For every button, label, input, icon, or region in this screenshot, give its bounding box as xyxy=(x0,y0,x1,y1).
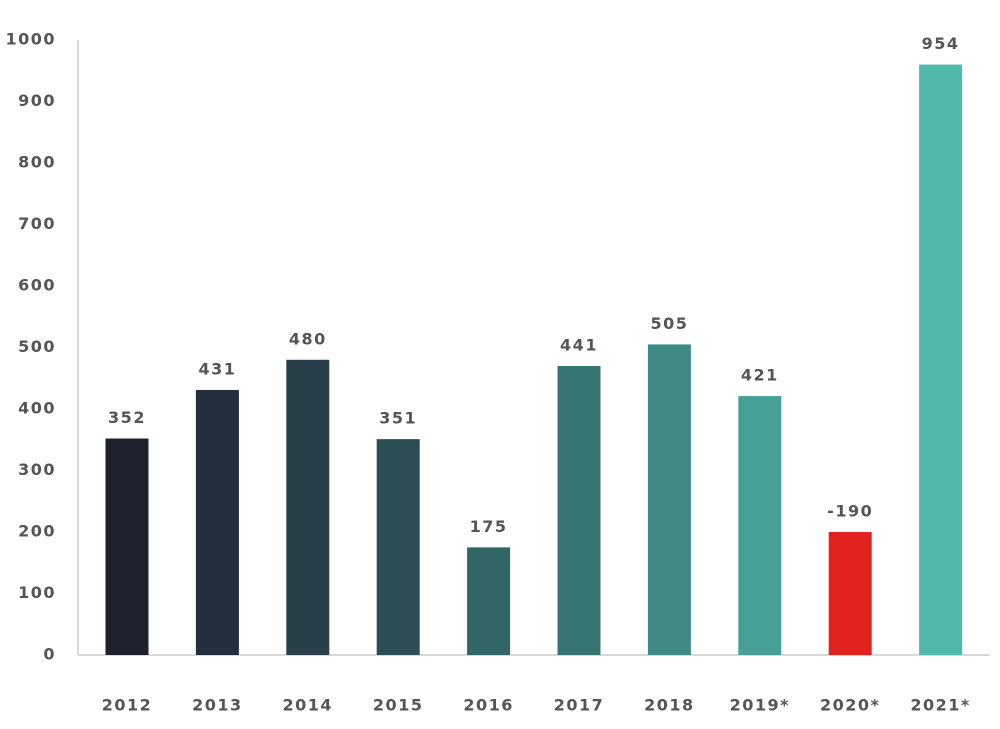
y-tick-label: 800 xyxy=(18,153,56,172)
bar xyxy=(105,438,149,655)
data-label: 175 xyxy=(470,517,508,536)
bar xyxy=(828,532,872,655)
y-tick-label: 400 xyxy=(18,399,56,418)
x-tick-label: 2021* xyxy=(910,696,970,715)
data-label: 954 xyxy=(922,34,960,53)
x-tick-label: 2015 xyxy=(373,696,424,715)
data-label: 441 xyxy=(560,335,598,354)
data-label: 431 xyxy=(198,359,236,378)
y-tick-label: 300 xyxy=(18,460,56,479)
data-label: 351 xyxy=(379,409,417,428)
x-tick-label: 2020* xyxy=(820,696,880,715)
y-tick-label: 1000 xyxy=(5,30,56,49)
x-tick-label: 2014 xyxy=(283,696,334,715)
bar xyxy=(738,396,782,655)
y-tick-label: 500 xyxy=(18,337,56,356)
x-tick-label: 2018 xyxy=(644,696,695,715)
bar xyxy=(286,359,330,655)
bar xyxy=(919,64,963,656)
bar xyxy=(195,389,239,655)
bar xyxy=(376,439,420,655)
x-tick-label: 2019* xyxy=(730,696,790,715)
y-tick-label: 200 xyxy=(18,522,56,541)
data-label: -190 xyxy=(827,502,873,521)
y-tick-label: 700 xyxy=(18,214,56,233)
x-tick-label: 2012 xyxy=(102,696,153,715)
y-tick-label: 900 xyxy=(18,91,56,110)
x-tick-label: 2013 xyxy=(192,696,243,715)
y-tick-label: 600 xyxy=(18,276,56,295)
x-tick-label: 2017 xyxy=(554,696,605,715)
data-label: 352 xyxy=(108,408,146,427)
data-label: 505 xyxy=(650,314,688,333)
data-label: 480 xyxy=(289,329,327,348)
data-label: 421 xyxy=(741,366,779,385)
x-tick-label: 2016 xyxy=(463,696,514,715)
y-tick-label: 0 xyxy=(43,645,56,664)
bar xyxy=(467,547,511,655)
bar xyxy=(557,365,601,655)
bar xyxy=(647,344,691,655)
y-tick-label: 100 xyxy=(18,583,56,602)
